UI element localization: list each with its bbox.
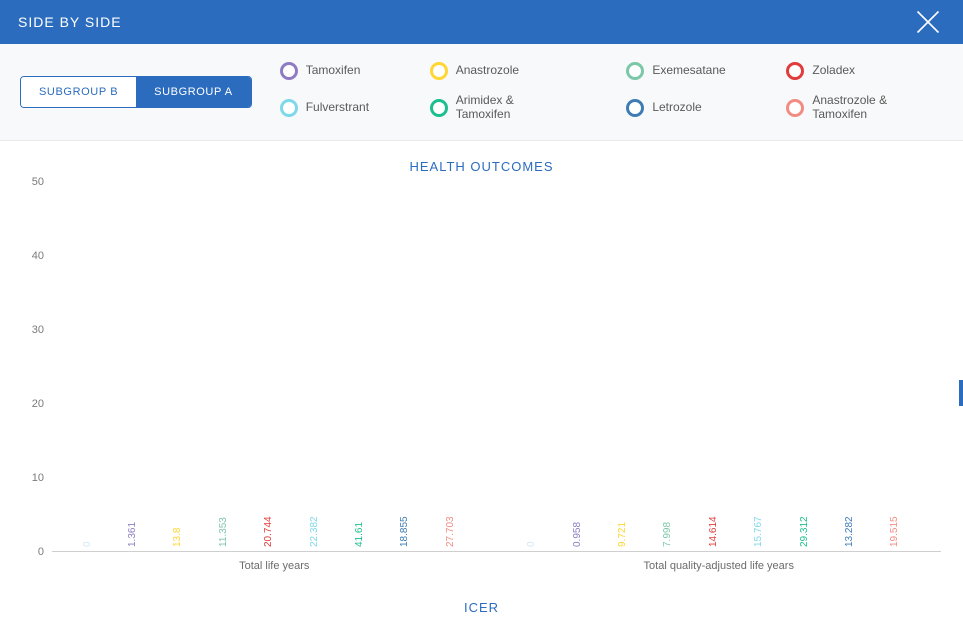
- bar-value-label: 41.61: [354, 522, 365, 547]
- legend-item-fulverstrant[interactable]: Fulverstrant: [280, 94, 390, 122]
- legend-label: Anastrozole: [456, 64, 519, 78]
- legend-label: Letrozole: [652, 101, 701, 115]
- bar-value-label: 20.744: [263, 516, 274, 547]
- y-tick: 10: [32, 472, 44, 484]
- legend-item-ana_tam[interactable]: Anastrozole & Tamoxifen: [786, 94, 943, 122]
- legend-label: Zoladex: [812, 64, 855, 78]
- bar-value-label: 18.855: [399, 516, 410, 547]
- legend-swatch: [626, 62, 644, 80]
- bar-value-label: 14.614: [708, 516, 719, 547]
- legend-swatch: [430, 99, 448, 117]
- y-tick: 30: [32, 324, 44, 336]
- y-tick: 40: [32, 250, 44, 262]
- bar-value-label: 11.353: [218, 517, 229, 547]
- controls-row: SUBGROUP B SUBGROUP A Tamoxifen Anastrozo…: [0, 44, 963, 141]
- legend-item-tamoxifen[interactable]: Tamoxifen: [280, 62, 390, 80]
- legend-label: Exemesatane: [652, 64, 725, 78]
- bar-value-label: 13.282: [844, 516, 855, 547]
- legend-item-letrozole[interactable]: Letrozole: [626, 94, 746, 122]
- scroll-indicator[interactable]: [959, 380, 963, 406]
- bar-value-label: 0.958: [572, 522, 583, 547]
- legend-item-zoladex[interactable]: Zoladex: [786, 62, 943, 80]
- legend-swatch: [786, 62, 804, 80]
- bar-value-label: 15.767: [753, 516, 764, 547]
- y-tick: 20: [32, 398, 44, 410]
- legend-item-arimidex[interactable]: Arimidex & Tamoxifen: [430, 94, 587, 122]
- x-label: Total life years: [52, 552, 497, 582]
- y-tick: 0: [38, 546, 44, 558]
- legend-swatch: [626, 99, 644, 117]
- next-section-title: ICER: [22, 600, 941, 615]
- plot-inner: 0 1.361 13.8 11.353 20.744 22.382 41.61 18.855 2…: [52, 182, 941, 552]
- legend-label: Arimidex & Tamoxifen: [456, 94, 566, 122]
- legend-label: Anastrozole & Tamoxifen: [812, 94, 922, 122]
- close-icon: [914, 8, 942, 36]
- bar-value-label: 19.515: [889, 516, 900, 547]
- titlebar-title: SIDE BY SIDE: [18, 14, 122, 30]
- bar-value-label: 27.703: [445, 516, 456, 547]
- legend: Tamoxifen Anastrozole Exemesatane Zoladex Fu…: [280, 62, 943, 122]
- legend-item-anastrozole[interactable]: Anastrozole: [430, 62, 587, 80]
- bar-value-label: 9.721: [617, 522, 628, 547]
- bar-group: 0 0.958 9.721 7.998 14.614 15.767 29.312 13.282…: [497, 182, 942, 551]
- legend-label: Tamoxifen: [306, 64, 361, 78]
- bar-groups: 0 1.361 13.8 11.353 20.744 22.382 41.61 18.855 2…: [52, 182, 941, 551]
- chart-title: HEALTH OUTCOMES: [22, 159, 941, 174]
- legend-item-exemesatane[interactable]: Exemesatane: [626, 62, 746, 80]
- legend-swatch: [280, 99, 298, 117]
- legend-swatch: [786, 99, 804, 117]
- bar-value-label: 0: [82, 541, 93, 547]
- legend-swatch: [430, 62, 448, 80]
- bar-group: 0 1.361 13.8 11.353 20.744 22.382 41.61 18.855 2…: [52, 182, 497, 551]
- bar-value-label: 29.312: [799, 516, 810, 547]
- x-axis-labels: Total life yearsTotal quality-adjusted l…: [52, 552, 941, 582]
- bar-value-label: 0: [526, 541, 537, 547]
- bar-value-label: 1.361: [127, 522, 138, 547]
- y-tick: 50: [32, 176, 44, 188]
- toggle-subgroup-a[interactable]: SUBGROUP A: [136, 77, 251, 107]
- bar-value-label: 22.382: [309, 516, 320, 547]
- bar-value-label: 7.998: [662, 522, 673, 547]
- subgroup-toggle: SUBGROUP B SUBGROUP A: [20, 76, 252, 108]
- plot: 01020304050 01.36113.811.35320.74422.382…: [52, 182, 941, 582]
- legend-label: Fulverstrant: [306, 101, 369, 115]
- bar-value-label: 13.8: [172, 527, 183, 546]
- legend-swatch: [280, 62, 298, 80]
- y-axis: 01020304050: [22, 182, 50, 552]
- titlebar: SIDE BY SIDE: [0, 0, 963, 44]
- x-label: Total quality-adjusted life years: [497, 552, 942, 582]
- close-button[interactable]: [911, 5, 945, 39]
- toggle-subgroup-b[interactable]: SUBGROUP B: [21, 77, 136, 107]
- chart-area: HEALTH OUTCOMES 0 10 20 30 40 50 0 1.361 13.8 11…: [0, 141, 963, 615]
